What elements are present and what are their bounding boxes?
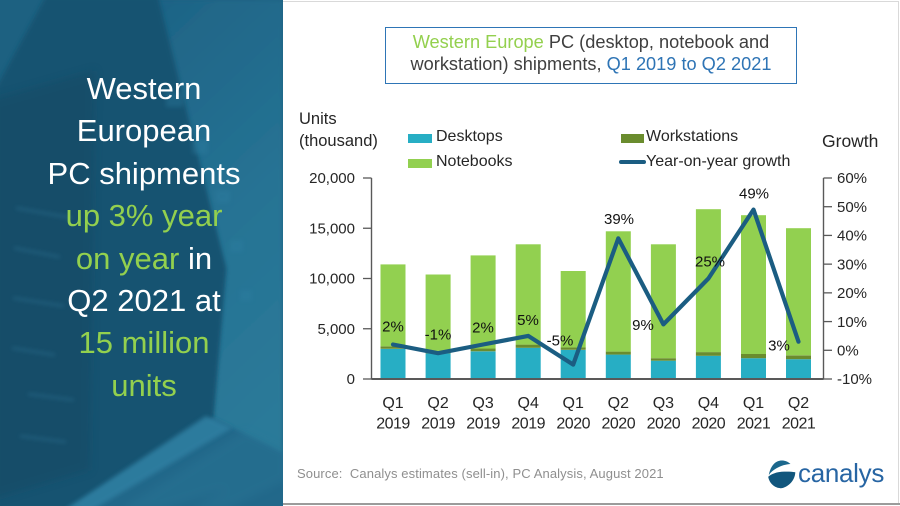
- svg-text:25%: 25%: [695, 253, 725, 270]
- svg-text:2021: 2021: [782, 416, 816, 433]
- svg-text:50%: 50%: [837, 199, 867, 216]
- svg-text:0: 0: [347, 371, 355, 388]
- svg-text:2020: 2020: [647, 416, 681, 433]
- svg-text:20%: 20%: [837, 285, 867, 302]
- svg-text:5%: 5%: [517, 312, 539, 329]
- svg-text:10%: 10%: [837, 314, 867, 331]
- svg-text:2020: 2020: [692, 416, 726, 433]
- svg-text:-10%: -10%: [837, 371, 872, 388]
- svg-text:40%: 40%: [837, 228, 867, 245]
- svg-text:30%: 30%: [837, 256, 867, 273]
- svg-text:Q2: Q2: [427, 395, 448, 412]
- svg-text:Q3: Q3: [653, 395, 674, 412]
- svg-text:Q4: Q4: [698, 395, 719, 412]
- svg-text:Q1: Q1: [743, 395, 764, 412]
- svg-text:49%: 49%: [739, 185, 769, 202]
- svg-text:2020: 2020: [602, 416, 636, 433]
- svg-text:2021: 2021: [737, 416, 771, 433]
- svg-text:10,000: 10,000: [309, 271, 355, 288]
- svg-text:2019: 2019: [511, 416, 545, 433]
- svg-text:Q2: Q2: [608, 395, 629, 412]
- svg-text:39%: 39%: [604, 211, 634, 228]
- svg-text:2019: 2019: [421, 416, 455, 433]
- svg-text:-5%: -5%: [547, 332, 574, 349]
- svg-text:5,000: 5,000: [317, 321, 355, 338]
- svg-text:2019: 2019: [466, 416, 500, 433]
- svg-text:Q2: Q2: [788, 395, 809, 412]
- svg-text:2019: 2019: [376, 416, 410, 433]
- svg-text:Q1: Q1: [382, 395, 403, 412]
- svg-text:3%: 3%: [768, 337, 790, 354]
- svg-text:20,000: 20,000: [309, 170, 355, 187]
- svg-text:2020: 2020: [556, 416, 590, 433]
- svg-text:Q1: Q1: [563, 395, 584, 412]
- svg-text:-1%: -1%: [425, 326, 452, 343]
- svg-text:15,000: 15,000: [309, 220, 355, 237]
- svg-text:9%: 9%: [632, 317, 654, 334]
- svg-text:2%: 2%: [472, 319, 494, 336]
- svg-text:2%: 2%: [382, 318, 404, 335]
- svg-text:Q4: Q4: [518, 395, 539, 412]
- svg-text:Q3: Q3: [472, 395, 493, 412]
- svg-text:0%: 0%: [837, 342, 859, 359]
- svg-text:60%: 60%: [837, 170, 867, 187]
